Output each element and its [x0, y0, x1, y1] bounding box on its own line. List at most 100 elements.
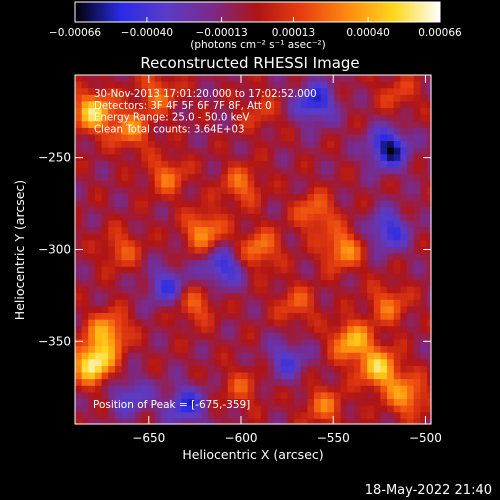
- heatmap-cell: [241, 399, 249, 407]
- heatmap-cell: [134, 359, 142, 367]
- heatmap-cell: [373, 332, 382, 341]
- heatmap-cell: [260, 399, 269, 407]
- heatmap-cell: [194, 253, 202, 261]
- heatmap-cell: [128, 306, 136, 314]
- heatmap-cell: [333, 379, 342, 387]
- heatmap-cell: [121, 286, 129, 294]
- heatmap-cell: [114, 359, 123, 367]
- heatmap-cell: [181, 94, 189, 103]
- heatmap-cell: [333, 174, 342, 182]
- heatmap-cell: [241, 352, 249, 360]
- heatmap-cell: [307, 88, 315, 96]
- heatmap-cell: [174, 260, 182, 268]
- heatmap-cell: [360, 399, 368, 407]
- heatmap-cell: [141, 306, 149, 314]
- heatmap-cell: [94, 75, 103, 83]
- heatmap-cell: [161, 220, 169, 228]
- heatmap-cell: [194, 174, 202, 182]
- heatmap-cell: [247, 81, 255, 89]
- heatmap-cell: [307, 359, 315, 367]
- heatmap-cell: [134, 81, 142, 89]
- heatmap-cell: [201, 273, 209, 281]
- heatmap-cell: [307, 392, 315, 400]
- heatmap-cell: [174, 332, 182, 341]
- heatmap-cell: [121, 418, 129, 425]
- heatmap-cell: [101, 313, 109, 321]
- heatmap-cell: [274, 167, 282, 175]
- heatmap-cell: [207, 352, 216, 360]
- heatmap-cell: [294, 75, 302, 83]
- heatmap-cell: [134, 194, 142, 202]
- heatmap-cell: [353, 101, 362, 109]
- heatmap-cell: [108, 101, 116, 109]
- heatmap-cell: [174, 220, 182, 228]
- heatmap-cell: [241, 121, 249, 129]
- heatmap-cell: [407, 365, 415, 374]
- heatmap-cell: [234, 332, 242, 341]
- heatmap-cell: [294, 246, 302, 255]
- heatmap-cell: [108, 213, 116, 222]
- heatmap-cell: [194, 405, 202, 413]
- heatmap-cell: [88, 94, 96, 103]
- heatmap-cell: [340, 379, 348, 387]
- heatmap-cell: [114, 88, 123, 96]
- heatmap-cell: [307, 365, 315, 374]
- heatmap-cell: [207, 392, 216, 400]
- heatmap-cell: [353, 121, 362, 129]
- heatmap-cell: [367, 293, 375, 301]
- heatmap-cell: [187, 412, 196, 420]
- heatmap-cell: [420, 379, 428, 387]
- heatmap-cell: [373, 194, 382, 202]
- heatmap-cell: [134, 418, 142, 425]
- heatmap-cell: [108, 75, 116, 83]
- heatmap-cell: [254, 359, 262, 367]
- heatmap-cell: [320, 127, 328, 136]
- heatmap-cell: [241, 174, 249, 182]
- heatmap-cell: [167, 227, 176, 235]
- heatmap-cell: [320, 379, 328, 387]
- heatmap-cell: [148, 313, 156, 321]
- heatmap-cell: [287, 114, 295, 122]
- heatmap-cell: [128, 273, 136, 281]
- heatmap-cell: [373, 160, 382, 169]
- heatmap-cell: [134, 108, 142, 116]
- heatmap-cell: [241, 332, 249, 341]
- heatmap-cell: [241, 346, 249, 354]
- heatmap-cell: [134, 187, 142, 195]
- heatmap-cell: [81, 352, 89, 360]
- heatmap-cell: [241, 319, 249, 327]
- heatmap-cell: [373, 326, 382, 334]
- heatmap-cell: [94, 160, 103, 169]
- heatmap-cell: [327, 293, 335, 301]
- heatmap-cell: [420, 114, 428, 122]
- heatmap-cell: [214, 273, 222, 281]
- heatmap-cell: [367, 207, 375, 215]
- heatmap-cell: [114, 134, 123, 142]
- heatmap-cell: [314, 200, 322, 208]
- heatmap-cell: [347, 352, 355, 360]
- heatmap-cell: [154, 207, 162, 215]
- heatmap-cell: [287, 418, 295, 425]
- heatmap-cell: [121, 200, 129, 208]
- heatmap-cell: [207, 359, 216, 367]
- heatmap-cell: [181, 167, 189, 175]
- heatmap-cell: [287, 286, 295, 294]
- heatmap-cell: [114, 365, 123, 374]
- heatmap-cell: [360, 346, 368, 354]
- heatmap-cell: [333, 240, 342, 248]
- heatmap-cell: [108, 286, 116, 294]
- heatmap-cell: [174, 154, 182, 162]
- heatmap-cell: [207, 233, 216, 241]
- heatmap-cell: [307, 266, 315, 274]
- heatmap-cell: [333, 233, 342, 241]
- heatmap-cell: [227, 108, 235, 116]
- heatmap-cell: [161, 412, 169, 420]
- heatmap-cell: [407, 399, 415, 407]
- heatmap-cell: [94, 286, 103, 294]
- heatmap-cell: [267, 372, 275, 380]
- heatmap-cell: [373, 379, 382, 387]
- heatmap-cell: [154, 75, 162, 83]
- heatmap-cell: [167, 405, 176, 413]
- heatmap-cell: [201, 134, 209, 142]
- heatmap-cell: [367, 405, 375, 413]
